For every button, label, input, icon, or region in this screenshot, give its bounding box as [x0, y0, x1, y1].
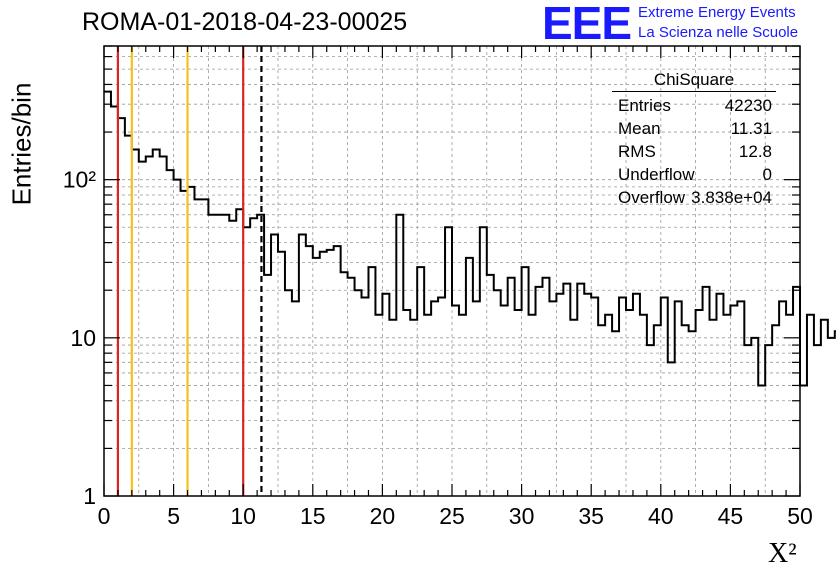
stats-value: 12.8 [738, 142, 772, 161]
stats-box: ChiSquare Entries 42230 Mean 11.31 RMS 1… [612, 70, 776, 209]
x-tick-label: 30 [509, 503, 535, 529]
stats-row-overflow: Overflow 3.838e+04 [612, 186, 776, 209]
stats-label: Entries [618, 96, 671, 115]
x-tick-label: 5 [167, 503, 180, 529]
x-tick-label: 50 [787, 503, 813, 529]
x-tick-label: 10 [230, 503, 256, 529]
x-tick-label: 40 [648, 503, 674, 529]
histogram-series [104, 90, 836, 387]
x-tick-label: 35 [578, 503, 604, 529]
stats-value: 42230 [724, 96, 772, 115]
stats-value: 3.838e+04 [691, 188, 772, 207]
stats-label: Overflow [618, 188, 686, 207]
y-axis-label: Entries/bin [6, 82, 37, 206]
stats-row-rms: RMS 12.8 [612, 140, 776, 163]
x-tick-label: 45 [718, 503, 744, 529]
chart-title: ROMA-01-2018-04-23-00025 [82, 8, 408, 36]
x-tick-label: 20 [370, 503, 396, 529]
x-tick-label: 0 [98, 503, 111, 529]
stats-label: Underflow [618, 165, 695, 184]
stats-value: 11.31 [730, 119, 772, 138]
x-axis-label: X² [768, 538, 797, 569]
y-axis-label-box: Entries/bin [2, 83, 42, 206]
stats-label: Mean [618, 119, 661, 138]
stats-label: RMS [618, 142, 656, 161]
stats-row-underflow: Underflow 0 [612, 163, 776, 186]
x-tick-label: 25 [439, 503, 465, 529]
logo-line-1: Extreme Energy Events [638, 4, 796, 21]
logo-line-2: La Scienza nelle Scuole [638, 24, 799, 41]
y-tick-label: 10 [70, 325, 96, 351]
y-tick-label: 10² [63, 167, 97, 193]
stats-title: ChiSquare [612, 70, 776, 92]
x-tick-label: 15 [300, 503, 326, 529]
stats-row-mean: Mean 11.31 [612, 117, 776, 140]
y-tick-label: 1 [83, 483, 96, 509]
stats-value: 0 [762, 165, 772, 184]
stats-row-entries: Entries 42230 [612, 94, 776, 117]
eee-logo: EEE [542, 0, 632, 49]
